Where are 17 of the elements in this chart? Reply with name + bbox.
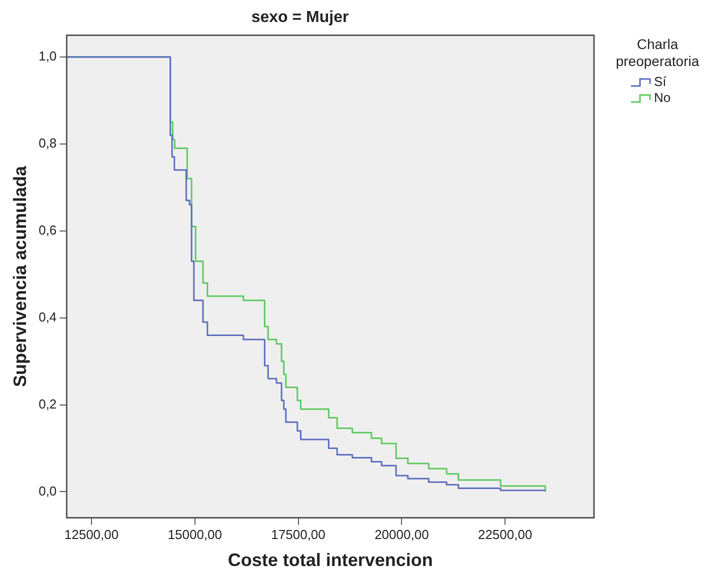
legend-label: No [654, 90, 671, 106]
y-tick-label: 0,2 [38, 396, 57, 412]
y-tick-label: 1,0 [38, 48, 57, 64]
y-tick-label: 0,0 [38, 483, 57, 498]
x-axis-title: Coste total intervencion [228, 550, 433, 570]
legend-label: Sí [654, 74, 666, 90]
y-tick-label: 0,8 [38, 135, 57, 150]
x-tick-label: 22500,00 [478, 527, 532, 542]
y-axis-title: Supervivencia acumulada [10, 164, 30, 388]
chart-title: sexo = Mujer [251, 9, 349, 26]
x-tick-label: 20000,00 [374, 527, 429, 542]
x-tick-label: 15000,00 [168, 527, 222, 542]
x-tick-label: 12500,00 [64, 527, 119, 542]
x-tick-label: 17500,00 [271, 527, 326, 542]
legend-title: Charla preoperatoria [614, 36, 700, 70]
y-tick-label: 0,4 [38, 309, 57, 324]
y-tick-label: 0,6 [38, 222, 57, 238]
